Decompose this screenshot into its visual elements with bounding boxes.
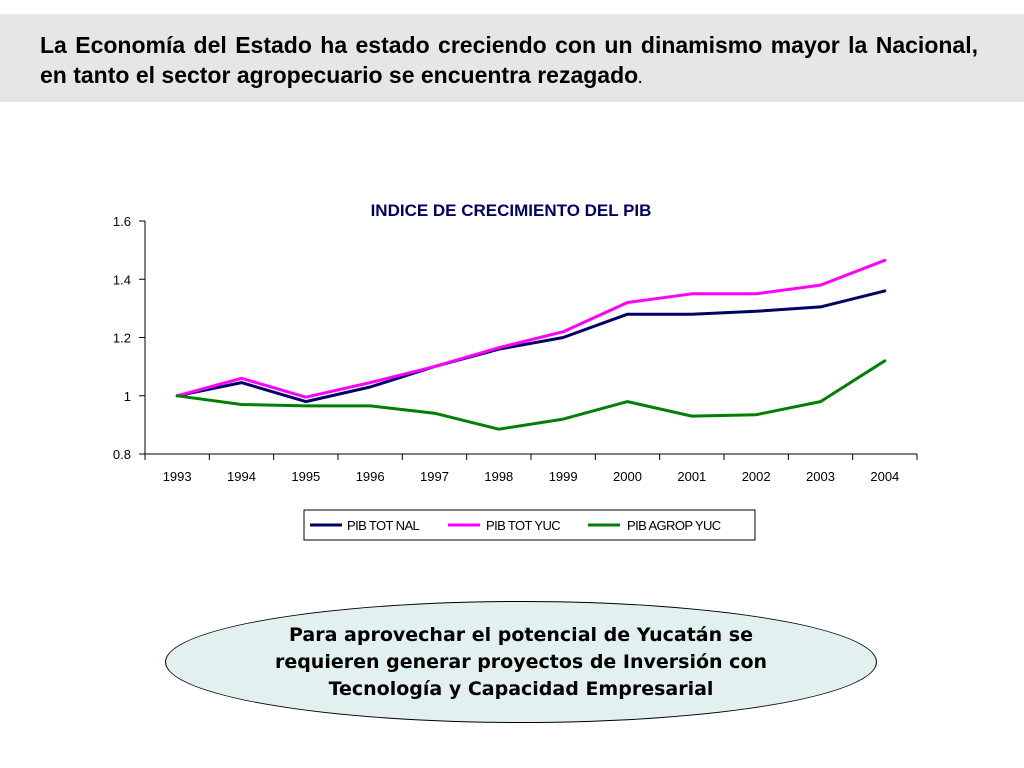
y-tick-label: 0.8 [113,447,131,462]
y-tick-label: 1.6 [113,214,131,229]
x-tick-label: 1995 [291,469,320,484]
series-line-pib-tot-nal [175,289,887,404]
x-tick-label: 1997 [420,469,449,484]
growth-index-chart: INDICE DE CRECIMIENTO DEL PIB 0.8 1 1.2 1.4 1… [113,201,918,541]
legend-label: PIB TOT NAL [347,518,420,533]
x-tick-label: 2000 [613,469,642,484]
y-tick-label: 1 [124,389,131,404]
header-period: . [638,70,643,86]
series-line-pib-tot-yuc [175,258,887,399]
x-tick-label: 2001 [677,469,706,484]
legend-label: PIB AGROP YUC [627,518,721,533]
x-tick-label: 1999 [549,469,578,484]
x-tick-label: 1998 [484,469,513,484]
x-tick-label: 2003 [806,469,835,484]
callout-text: Para aprovechar el potencial de Yucatán … [274,623,768,700]
x-tick-label: 1993 [163,469,192,484]
x-tick-label: 1996 [356,469,385,484]
header-banner: La Economía del Estado ha estado crecien… [0,14,1024,102]
x-tick-label: 2002 [742,469,771,484]
y-tick-label: 1.2 [113,331,131,346]
x-tick-label: 1994 [227,469,256,484]
header-text: La Economía del Estado ha estado crecien… [40,30,978,93]
x-tick-label: 2004 [870,469,899,484]
callout-ellipse: Para aprovechar el potencial de Yucatán … [165,601,877,723]
header-sentence: La Economía del Estado ha estado crecien… [40,32,978,88]
y-tick-label: 1.4 [113,272,131,287]
series-line-pib-agrop-yuc [175,359,887,431]
legend-box [303,509,756,541]
chart-title: INDICE DE CRECIMIENTO DEL PIB [371,201,652,220]
legend-label: PIB TOT YUC [486,518,560,533]
